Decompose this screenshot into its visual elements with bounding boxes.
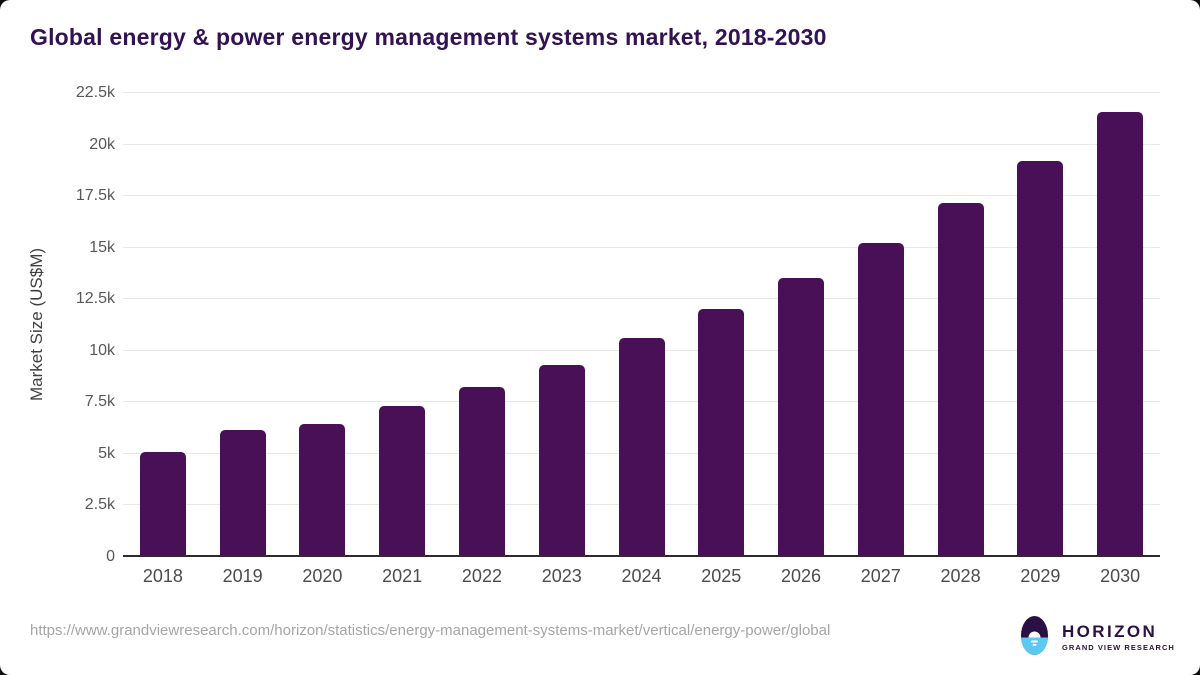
y-tick-label-0: 0 (106, 548, 115, 565)
gridline-20k (123, 143, 1160, 145)
bar-2018 (139, 451, 186, 556)
horizon-logo: HORIZON GRAND VIEW RESEARCH (1021, 615, 1174, 657)
bar-2028 (937, 203, 984, 556)
gridline-12.5k (123, 298, 1160, 300)
bar-2025 (698, 308, 745, 556)
x-tick-label-2027: 2027 (860, 566, 901, 586)
x-tick-label-2024: 2024 (621, 566, 662, 586)
bar-2023 (538, 365, 585, 556)
gridline-22.5k (123, 92, 1160, 93)
x-tick-label-2021: 2021 (382, 566, 423, 586)
logo-name: HORIZON (1062, 622, 1158, 641)
logo-subtitle: GRAND VIEW RESEARCH (1062, 643, 1175, 652)
x-tick-label-2025: 2025 (701, 566, 742, 586)
x-tick-label-2023: 2023 (541, 566, 582, 586)
chart-title: Global energy & power energy management … (30, 24, 827, 50)
y-tick-label-15k: 15k (89, 238, 115, 256)
y-tick-label-17.5k: 17.5k (75, 187, 115, 205)
bar-2027 (857, 242, 904, 556)
bar-2024 (618, 338, 665, 556)
y-tick-label-20k: 20k (89, 135, 115, 153)
x-tick-label-2019: 2019 (222, 566, 263, 586)
horizon-sunrise-icon (1021, 616, 1048, 655)
bar-2026 (778, 277, 825, 556)
bar-2029 (1017, 161, 1064, 556)
gridline-17.5k (123, 195, 1160, 197)
y-tick-label-12.5k: 12.5k (75, 290, 115, 308)
x-tick-label-2029: 2029 (1020, 566, 1061, 586)
y-tick-label-2.5k: 2.5k (84, 496, 115, 514)
y-axis-title: Market Size (US$M) (27, 247, 46, 401)
y-tick-label-10k: 10k (89, 341, 115, 359)
y-tick-label-22.5k: 22.5k (75, 84, 115, 101)
x-axis-line (123, 555, 1160, 557)
x-tick-label-2020: 2020 (302, 566, 343, 586)
bar-2019 (219, 430, 266, 556)
gridline-15k (123, 246, 1160, 248)
x-tick-label-2026: 2026 (781, 566, 822, 586)
bar-2030 (1097, 111, 1144, 556)
source-url: https://www.grandviewresearch.com/horizo… (30, 622, 831, 639)
y-tick-label-5k: 5k (98, 444, 115, 462)
x-tick-label-2028: 2028 (940, 566, 981, 586)
x-tick-label-2030: 2030 (1100, 566, 1141, 586)
x-tick-label-2018: 2018 (142, 566, 183, 586)
x-tick-label-2022: 2022 (461, 566, 502, 586)
bar-2021 (379, 406, 426, 556)
bar-2022 (458, 386, 505, 556)
bar-2020 (299, 424, 346, 556)
y-tick-label-7.5k: 7.5k (84, 393, 115, 411)
